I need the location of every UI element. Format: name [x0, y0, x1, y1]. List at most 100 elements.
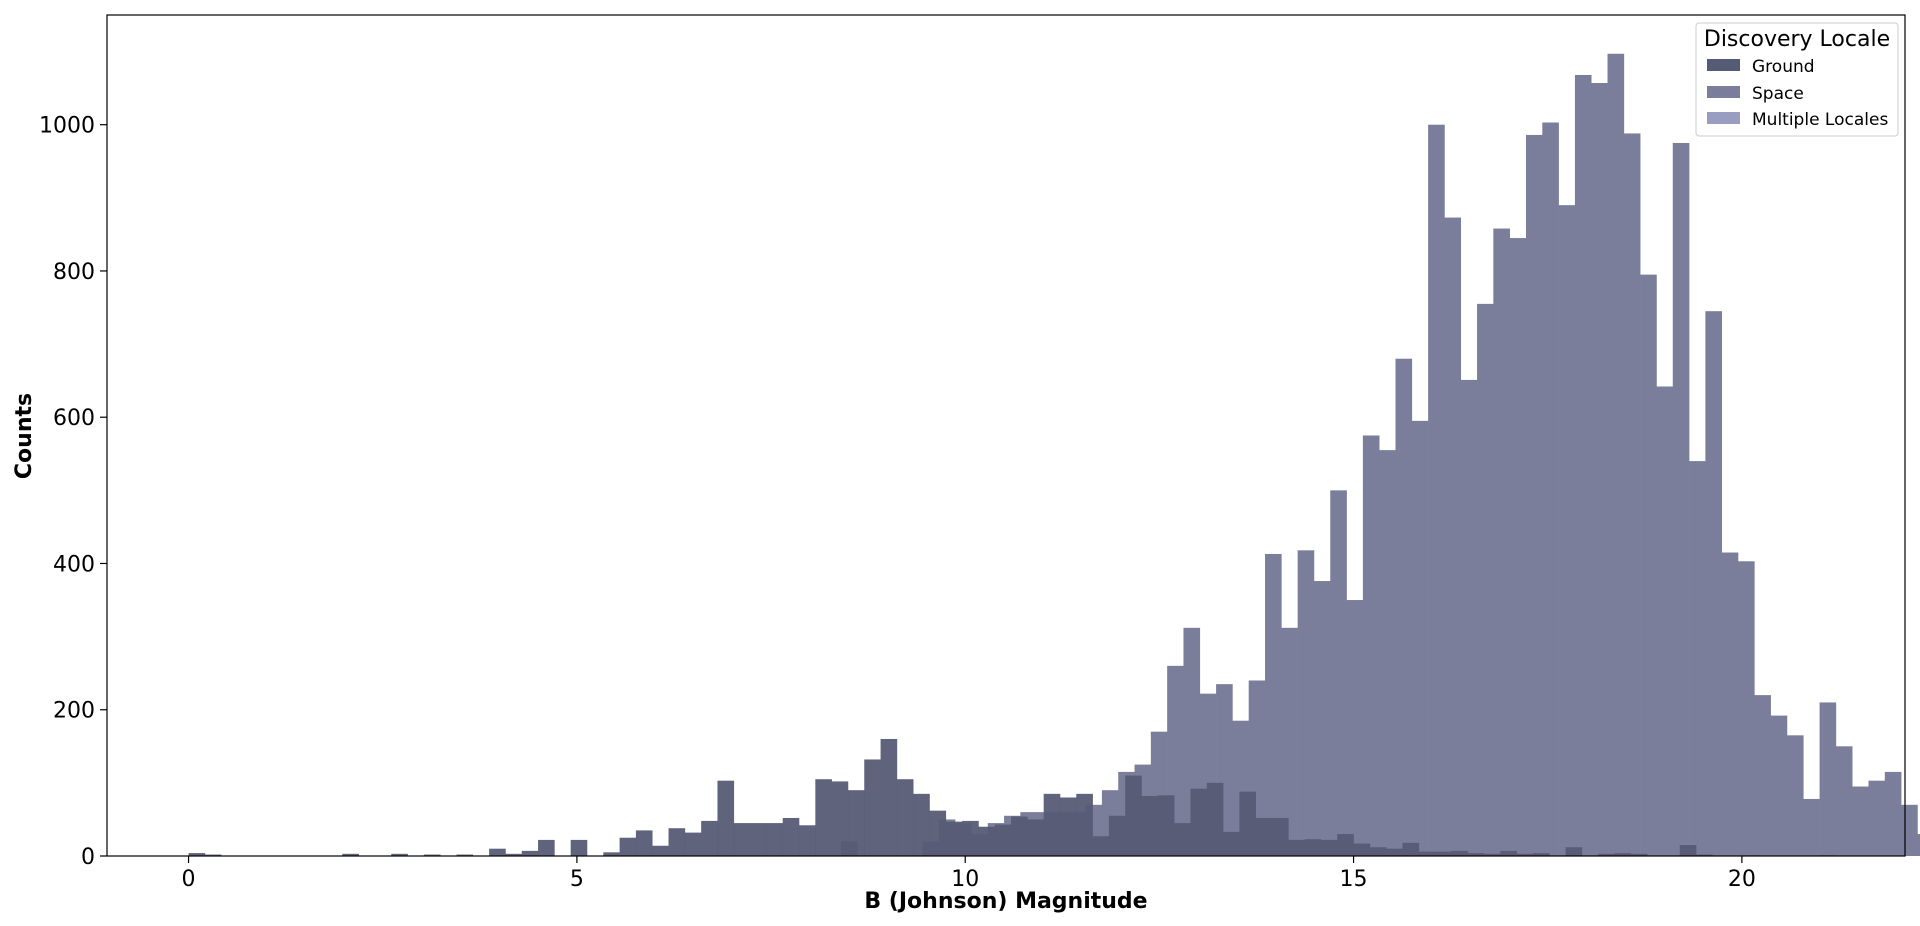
bar-ground — [635, 830, 653, 856]
bar-ground — [652, 845, 669, 856]
bar-space — [1591, 83, 1608, 856]
bar-ground — [684, 832, 702, 856]
bar-ground — [1304, 839, 1322, 856]
bar-space — [1525, 134, 1543, 856]
bar-ground — [456, 854, 474, 856]
bar-space — [1460, 379, 1478, 856]
y-axis-label: Counts — [12, 393, 37, 479]
bar-ground — [391, 853, 408, 856]
bar-ground — [1467, 853, 1485, 856]
bar-ground — [1484, 853, 1501, 856]
bar-ground — [913, 793, 930, 856]
legend-box — [1695, 22, 1899, 137]
bar-ground — [1272, 817, 1289, 856]
bar-ground — [1320, 839, 1338, 856]
bar-space — [1542, 122, 1559, 856]
bars-layer — [188, 53, 1920, 857]
bar-ground — [896, 779, 914, 856]
bar-ground — [1532, 853, 1550, 856]
bar-space — [1265, 553, 1282, 856]
bar-space — [1313, 581, 1331, 856]
legend-swatch-ground — [1707, 59, 1740, 71]
y-tick-label: 1000 — [39, 114, 95, 139]
y-axis: 0 200 400 600 800 1000 — [39, 114, 107, 870]
bar-space — [1395, 358, 1413, 856]
bar-ground — [717, 780, 735, 856]
bar-space — [1770, 715, 1788, 856]
bar-ground — [1679, 845, 1697, 856]
y-tick-label: 400 — [53, 552, 95, 577]
legend-label-space: Space — [1752, 84, 1804, 104]
bar-ground — [1353, 843, 1371, 856]
bar-ground — [1043, 793, 1061, 856]
x-tick-label: 0 — [182, 867, 196, 892]
y-tick-label: 600 — [53, 406, 95, 431]
bar-space — [1835, 746, 1853, 856]
bar-ground — [929, 810, 947, 856]
bar-space — [1428, 124, 1445, 856]
bar-space — [1738, 561, 1755, 856]
bar-ground — [1076, 793, 1093, 856]
bar-ground — [733, 823, 751, 856]
bar-ground — [1059, 797, 1077, 856]
bar-ground — [1108, 815, 1126, 856]
y-tick-label: 200 — [53, 699, 95, 724]
bar-ground — [1696, 854, 1713, 856]
bar-ground — [701, 820, 718, 856]
bar-space — [1754, 695, 1771, 856]
bar-space — [1330, 490, 1347, 856]
bar-space — [1689, 461, 1706, 856]
bar-ground — [945, 821, 963, 856]
bar-ground — [188, 853, 206, 856]
legend-swatch-space — [1707, 86, 1740, 98]
bar-ground — [864, 759, 881, 856]
x-axis: 0 5 10 15 20 — [182, 856, 1756, 892]
bar-ground — [847, 790, 865, 856]
bar-space — [1444, 217, 1462, 856]
bar-ground — [1092, 836, 1110, 856]
bar-ground — [766, 823, 784, 856]
x-tick-label: 20 — [1728, 867, 1756, 892]
bar-space — [1346, 600, 1364, 856]
bar-ground — [1223, 831, 1240, 856]
legend-swatch-multiple-locales — [1707, 112, 1740, 124]
bar-ground — [1435, 851, 1452, 856]
bar-ground — [204, 854, 222, 856]
bar-space — [1917, 834, 1920, 856]
bar-space — [1509, 238, 1527, 857]
bar-space — [1803, 798, 1820, 856]
bar-ground — [1027, 819, 1044, 856]
bar-ground — [521, 850, 539, 856]
bar-ground — [962, 820, 979, 856]
bar-ground — [1565, 847, 1583, 856]
bar-ground — [1402, 842, 1420, 856]
legend-label-multiple-locales: Multiple Locales — [1752, 110, 1888, 130]
bar-ground — [1190, 788, 1208, 856]
bar-space — [1558, 205, 1576, 856]
bar-ground — [1011, 816, 1028, 856]
bar-space — [1493, 228, 1510, 857]
bar-ground — [1239, 791, 1256, 856]
plot-frame — [106, 14, 1906, 857]
bar-ground — [1288, 839, 1305, 856]
bar-ground — [1500, 850, 1517, 856]
bar-ground — [1157, 795, 1175, 856]
bar-ground — [668, 828, 686, 856]
bar-space — [1379, 450, 1396, 856]
bar-ground — [1614, 853, 1632, 856]
x-axis-label: B (Johnson) Magnitude — [864, 889, 1147, 914]
bar-ground — [423, 854, 441, 856]
series-ground — [188, 738, 1837, 856]
bar-ground — [831, 781, 849, 856]
bar-ground — [505, 853, 523, 856]
bar-ground — [489, 848, 506, 856]
legend: Discovery Locale Ground Space Multiple L… — [1695, 22, 1899, 137]
bar-space — [1884, 771, 1902, 856]
bar-ground — [994, 824, 1012, 856]
bar-ground — [1516, 853, 1534, 856]
series-space — [840, 53, 1920, 857]
bar-ground — [782, 817, 800, 856]
bar-space — [1411, 420, 1429, 856]
legend-label-ground: Ground — [1752, 57, 1815, 77]
